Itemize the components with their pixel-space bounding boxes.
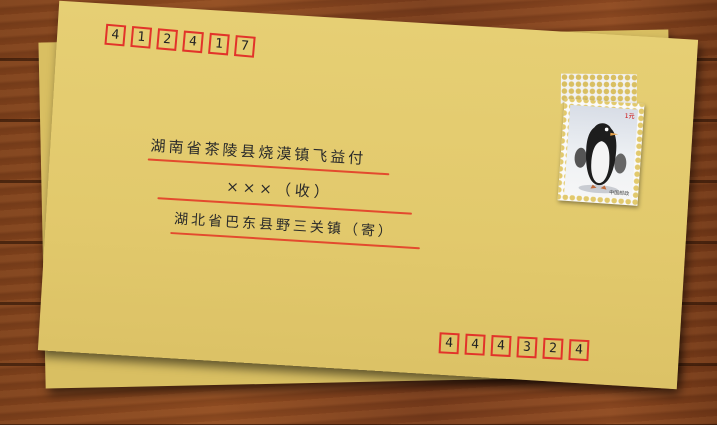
- postcode-digit: 2: [542, 337, 564, 360]
- recipient-address: 湖南省茶陵县烧漠镇飞益付: [150, 136, 367, 168]
- recipient-postcode-boxes: 4 1 2 4 1 7: [104, 23, 256, 58]
- sender-address: 湖北省巴东县野三关镇（寄）: [173, 211, 396, 241]
- postcode-digit: 4: [182, 30, 204, 54]
- stamp-image: 1元 中国邮政: [563, 104, 639, 200]
- postcode-digit: 4: [568, 339, 590, 362]
- postcode-digit: 2: [156, 28, 178, 51]
- stamp-country: 中国邮政: [609, 189, 630, 198]
- postcode-digit: 4: [464, 333, 486, 356]
- penguin-icon: [574, 123, 627, 194]
- postcode-digit: 4: [104, 23, 127, 47]
- postcode-digit: 7: [233, 35, 256, 58]
- front-envelope: 4 1 2 4 1 7 1元: [37, 0, 699, 390]
- postcode-digit: 1: [130, 26, 153, 49]
- postcode-digit: 3: [516, 336, 538, 359]
- postcode-digit: 1: [208, 32, 230, 56]
- postcode-digit: 4: [438, 332, 460, 355]
- sender-postcode-boxes: 4 4 4 3 2 4: [438, 332, 590, 362]
- postcode-digit: 4: [490, 335, 512, 358]
- recipient-name: ×××（收）: [225, 177, 334, 202]
- stamp-value: 1元: [624, 112, 635, 121]
- postage-stamp: 1元 中国邮政: [557, 98, 645, 206]
